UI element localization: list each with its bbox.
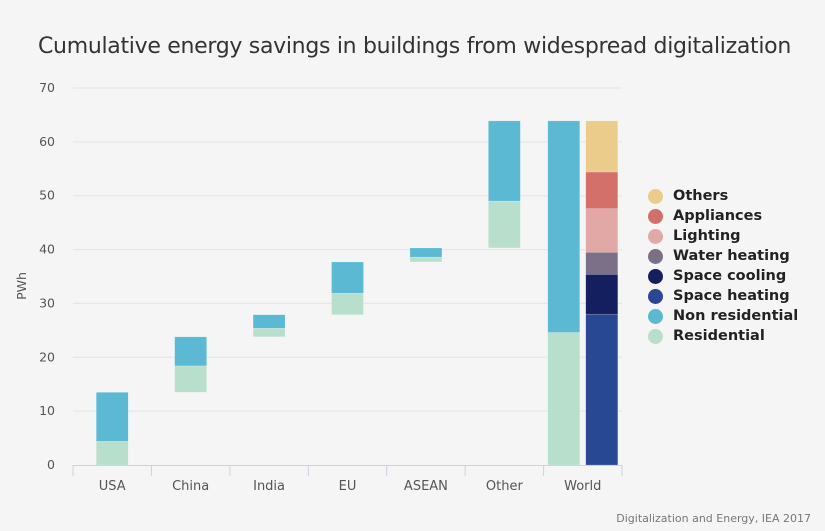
legend-dot-icon [648, 228, 663, 244]
legend-item[interactable]: Water heating [648, 246, 798, 266]
x-tick-label: EU [339, 479, 357, 494]
y-tick-label: 10 [39, 403, 55, 418]
bar-usa-residential[interactable] [95, 441, 129, 466]
legend-label: Non residential [673, 308, 799, 324]
bar-world-residential[interactable] [547, 332, 581, 466]
legend-dot-icon [648, 268, 663, 284]
y-tick-label: 40 [39, 242, 55, 257]
x-tick-label: China [172, 479, 209, 494]
legend-label: Appliances [673, 208, 763, 224]
y-tick-label: 30 [39, 295, 55, 310]
bar-world-appliances[interactable] [585, 171, 619, 209]
bar-world-space-cooling[interactable] [585, 274, 619, 315]
bar-india-non-residential[interactable] [252, 314, 286, 329]
legend-item[interactable]: Non residential [648, 306, 798, 326]
bar-asean-non-residential[interactable] [409, 247, 443, 258]
bar-usa-non-residential[interactable] [95, 392, 129, 442]
y-tick-label: 60 [39, 134, 55, 149]
bar-eu-residential[interactable] [331, 292, 364, 315]
y-tick-label: 0 [47, 457, 55, 472]
x-tick-label: USA [99, 479, 126, 494]
bar-india-residential[interactable] [252, 327, 286, 338]
legend-item[interactable]: Residential [648, 326, 798, 346]
y-tick-label: 70 [39, 80, 55, 95]
bar-world-water-heating[interactable] [585, 252, 619, 275]
legend-item[interactable]: Space heating [648, 286, 798, 306]
bar-other-residential[interactable] [488, 200, 521, 249]
legend-label: Others [673, 188, 729, 204]
legend-item[interactable]: Lighting [648, 226, 798, 246]
legend: Others Appliances Lighting Water heating Spa… [648, 186, 798, 346]
legend-dot-icon [648, 328, 663, 344]
legend-label: Residential [673, 328, 765, 344]
bar-asean-residential[interactable] [409, 256, 443, 263]
bar-eu-non-residential[interactable] [331, 261, 364, 294]
bar-world-space-heating[interactable] [585, 313, 619, 466]
y-tick-label: 50 [39, 188, 55, 203]
bar-world-others[interactable] [585, 120, 619, 173]
x-tick-label: India [253, 479, 285, 494]
x-tick-label: Other [486, 479, 524, 494]
bar-world-lighting[interactable] [585, 208, 619, 253]
legend-item[interactable]: Appliances [648, 206, 798, 226]
y-axis-label: PWh [14, 272, 29, 300]
chart-title: Cumulative energy savings in buildings f… [38, 34, 791, 59]
x-tick-label: World [564, 479, 601, 494]
legend-item[interactable]: Others [648, 186, 798, 206]
legend-dot-icon [648, 208, 663, 224]
y-tick-label: 20 [39, 349, 55, 364]
x-tick-label: ASEAN [404, 479, 448, 494]
source-credit: Digitalization and Energy, IEA 2017 [616, 512, 811, 525]
legend-dot-icon [648, 308, 663, 324]
legend-dot-icon [648, 188, 663, 204]
bar-world-non-residential[interactable] [547, 120, 581, 333]
legend-label: Space heating [673, 288, 790, 304]
legend-item[interactable]: Space cooling [648, 266, 798, 286]
bar-other-non-residential[interactable] [488, 120, 521, 202]
bar-china-non-residential[interactable] [174, 336, 207, 367]
bar-china-residential[interactable] [174, 365, 207, 393]
legend-label: Lighting [673, 228, 741, 244]
legend-dot-icon [648, 288, 663, 304]
legend-dot-icon [648, 248, 663, 264]
legend-label: Space cooling [673, 268, 787, 284]
legend-label: Water heating [673, 248, 790, 264]
